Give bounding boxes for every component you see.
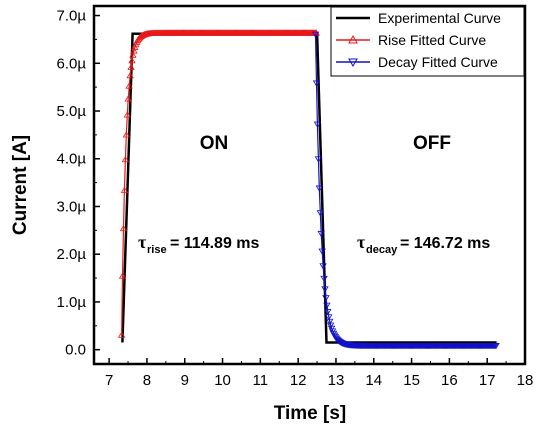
legend-marker-rise xyxy=(348,34,358,44)
series-decay-fitted-curve-point xyxy=(314,156,323,163)
on-label: ON xyxy=(200,133,229,154)
series-rise-fitted-curve-markers xyxy=(117,29,321,338)
series-rise-fitted-curve-point xyxy=(123,111,131,118)
x-tick-label: 17 xyxy=(479,372,496,389)
tau-rise-value: = 114.89 ms xyxy=(170,235,260,252)
series-rise-fitted-curve-point xyxy=(127,63,135,70)
series-decay-fitted-curve-point xyxy=(321,286,329,293)
series-rise-fitted-curve-point xyxy=(126,72,134,79)
y-tick-label: 3.0µ xyxy=(57,198,87,215)
series-decay-fitted-curve-point xyxy=(326,318,334,326)
series-decay-fitted-curve-point xyxy=(319,263,327,270)
series-rise-fitted-curve-point xyxy=(129,51,137,58)
series-decay-fitted-curve-point xyxy=(317,231,325,238)
series-rise-fitted-curve-point xyxy=(130,47,138,54)
tau-decay-subscript: decay xyxy=(366,244,398,256)
tau-rise-symbol: τ xyxy=(138,232,147,252)
series-decay-fitted-curve-markers xyxy=(311,31,500,350)
series-rise-fitted-curve-point xyxy=(118,272,127,279)
x-tick-label: 7 xyxy=(105,372,113,389)
x-tick-label: 18 xyxy=(517,372,534,389)
series-rise-fitted-curve-point xyxy=(117,331,126,338)
series-rise-fitted-curve-point xyxy=(122,131,131,138)
plot-frame xyxy=(92,4,527,366)
legend-label-experimental: Experimental Curve xyxy=(378,10,501,26)
series-layer xyxy=(117,29,500,350)
x-axis-title: Time [s] xyxy=(274,403,347,424)
series-rise-fitted-curve-point xyxy=(124,95,132,102)
series-rise-fitted-curve-point xyxy=(119,224,128,232)
x-tick-label: 13 xyxy=(328,372,345,389)
series-decay-fitted-curve-point xyxy=(312,80,321,87)
x-tick-label: 14 xyxy=(365,372,382,389)
tau-rise-subscript: rise xyxy=(147,244,167,256)
y-tick-label: 1.0µ xyxy=(57,294,87,311)
series-decay-fitted-curve-point xyxy=(322,295,330,302)
y-tick-label: 2.0µ xyxy=(57,246,87,263)
y-axis-title: Current [A] xyxy=(10,135,31,235)
series-decay-fitted-curve-point xyxy=(323,302,331,309)
series-decay-fitted-curve-point xyxy=(316,210,324,217)
y-tick-label: 6.0µ xyxy=(57,55,87,72)
y-tick-label: 4.0µ xyxy=(57,151,87,168)
y-tick-label: 5.0µ xyxy=(57,103,87,120)
x-tick-label: 12 xyxy=(290,372,307,389)
series-rise-fitted-curve-point xyxy=(128,57,136,64)
series-rise-fitted-curve-point xyxy=(121,155,130,163)
legend-label-rise: Rise Fitted Curve xyxy=(378,32,486,48)
off-label: OFF xyxy=(413,133,451,154)
legend-marker-decay xyxy=(348,58,358,68)
x-tick-label: 8 xyxy=(143,372,151,389)
tau-decay-value: = 146.72 ms xyxy=(400,235,490,252)
series-decay-fitted-curve-point xyxy=(492,342,500,350)
tau-decay-symbol: τ xyxy=(357,232,366,252)
ticks-layer: 7 8 9 10 11 12 13 14 15 16 17 18 0.0 1.0µ 2.0µ 3.0µ 4.0µ… xyxy=(57,8,534,389)
series-decay-fitted-curve-point xyxy=(318,248,326,255)
series-decay-fitted-curve-point xyxy=(320,275,328,283)
series-rise-fitted-curve-point xyxy=(125,82,133,89)
series-rise-fitted-curve-point xyxy=(120,186,129,193)
tau-decay-annotation: τ decay = 146.72 ms xyxy=(357,232,490,256)
x-tick-label: 9 xyxy=(181,372,189,389)
series-decay-fitted-curve-point xyxy=(325,314,333,321)
x-tick-label: 10 xyxy=(214,372,231,389)
legend: Experimental Curve Rise Fitted Curve Dec… xyxy=(330,6,525,77)
tau-rise-annotation: τ rise = 114.89 ms xyxy=(138,232,260,256)
y-tick-label: 0.0 xyxy=(65,342,86,359)
y-tick-label: 7.0µ xyxy=(57,8,87,25)
series-decay-fitted-curve-point xyxy=(315,185,324,192)
series-decay-fitted-curve-point xyxy=(313,121,322,128)
series-decay-fitted-curve-point xyxy=(326,322,335,329)
x-tick-label: 11 xyxy=(253,372,269,389)
series-decay-fitted-curve-point xyxy=(311,31,320,38)
x-tick-label: 16 xyxy=(441,372,458,389)
series-decay-fitted-curve-point xyxy=(324,309,332,316)
legend-label-decay: Decay Fitted Curve xyxy=(378,54,498,70)
x-tick-label: 15 xyxy=(403,372,420,389)
